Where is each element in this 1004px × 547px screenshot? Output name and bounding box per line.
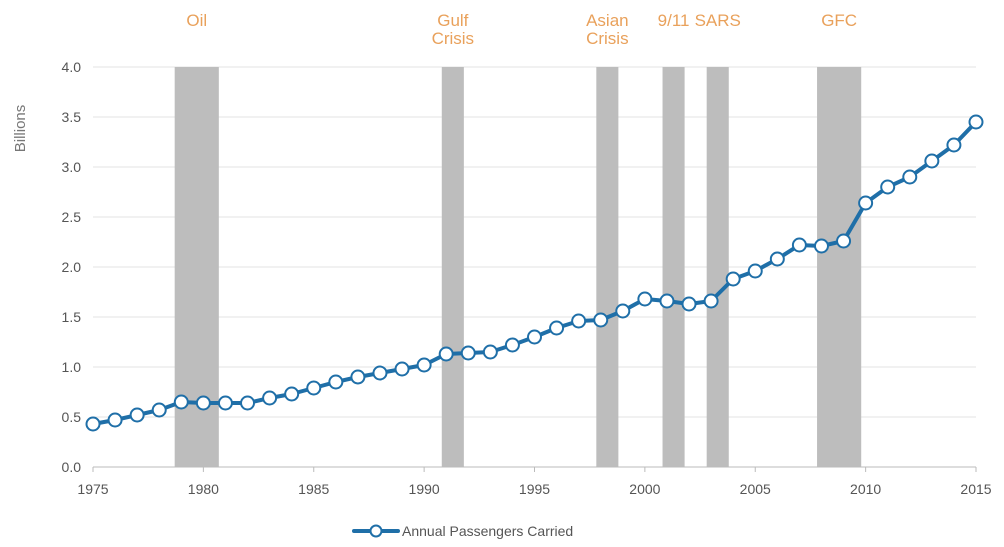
event-label: Gulf xyxy=(437,11,468,30)
data-point xyxy=(703,293,719,309)
grid-lines xyxy=(93,66,976,418)
data-point xyxy=(836,233,852,249)
y-tick-label: 1.0 xyxy=(62,359,82,375)
legend-label: Annual Passengers Carried xyxy=(402,523,573,539)
y-tick-label: 3.0 xyxy=(62,159,82,175)
data-point xyxy=(813,238,829,254)
data-point xyxy=(725,271,741,287)
data-point xyxy=(769,251,785,267)
data-point xyxy=(129,407,145,423)
data-point xyxy=(372,365,388,381)
event-band xyxy=(662,67,685,467)
legend: Annual Passengers Carried xyxy=(352,523,573,539)
data-point xyxy=(350,369,366,385)
data-point xyxy=(306,380,322,396)
data-point xyxy=(438,346,454,362)
x-tick-label: 1985 xyxy=(298,481,329,497)
event-band xyxy=(441,67,464,467)
y-tick-label: 4.0 xyxy=(62,59,82,75)
data-point xyxy=(195,395,211,411)
data-point xyxy=(416,357,432,373)
x-tick-label: 1995 xyxy=(519,481,550,497)
x-tick-label: 2005 xyxy=(740,481,771,497)
x-tick-label: 2015 xyxy=(960,481,991,497)
data-point xyxy=(858,195,874,211)
data-point xyxy=(151,402,167,418)
event-label: Crisis xyxy=(586,29,629,48)
data-point xyxy=(107,412,123,428)
data-point xyxy=(549,320,565,336)
data-point xyxy=(217,395,233,411)
data-point xyxy=(284,386,300,402)
data-point xyxy=(615,303,631,319)
axes: 0.0 0.5 1.0 1.5 2.0 2.5 3.0 3.5 4.0 1975 1980 1985 1… xyxy=(12,59,992,497)
data-point xyxy=(527,329,542,345)
data-point xyxy=(593,312,609,328)
data-point xyxy=(394,361,410,377)
event-label: Crisis xyxy=(432,29,475,48)
x-tick-label: 2000 xyxy=(629,481,660,497)
event-label: 9/11 xyxy=(658,11,690,30)
data-point xyxy=(85,416,101,432)
y-tick-label: 1.5 xyxy=(62,309,82,325)
data-point xyxy=(924,153,940,169)
data-point xyxy=(328,374,344,390)
data-point xyxy=(262,390,278,406)
data-point xyxy=(946,137,962,153)
data-point xyxy=(173,394,189,410)
y-tick-label: 0.0 xyxy=(62,459,82,475)
y-tick-label: 0.5 xyxy=(62,409,82,425)
data-point xyxy=(504,337,520,353)
event-band xyxy=(706,67,729,467)
x-tick-label: 1980 xyxy=(188,481,219,497)
y-tick-label: 3.5 xyxy=(62,109,82,125)
y-tick-label: 2.0 xyxy=(62,259,82,275)
x-tick-label: 2010 xyxy=(850,481,881,497)
data-point xyxy=(659,293,675,309)
event-label: Oil xyxy=(186,11,207,30)
data-point xyxy=(460,345,476,361)
event-label: SARS xyxy=(695,11,741,30)
series-layer xyxy=(85,114,984,432)
data-point xyxy=(681,296,697,312)
data-point xyxy=(240,395,256,411)
legend-marker xyxy=(369,524,383,538)
data-point xyxy=(902,169,918,185)
x-tick-label: 1975 xyxy=(77,481,108,497)
data-point xyxy=(637,291,653,307)
event-band xyxy=(596,67,619,467)
y-axis-title: Billions xyxy=(12,105,29,153)
event-label: GFC xyxy=(821,11,857,30)
data-point xyxy=(571,313,587,329)
data-point xyxy=(968,114,984,130)
event-band xyxy=(817,67,862,467)
data-point xyxy=(791,237,807,253)
event-label: Asian xyxy=(586,11,629,30)
event-bands xyxy=(174,67,862,467)
data-point xyxy=(880,179,896,195)
y-tick-label: 2.5 xyxy=(62,209,82,225)
data-point xyxy=(482,344,498,360)
x-tick-label: 1990 xyxy=(409,481,440,497)
data-point xyxy=(747,263,763,279)
